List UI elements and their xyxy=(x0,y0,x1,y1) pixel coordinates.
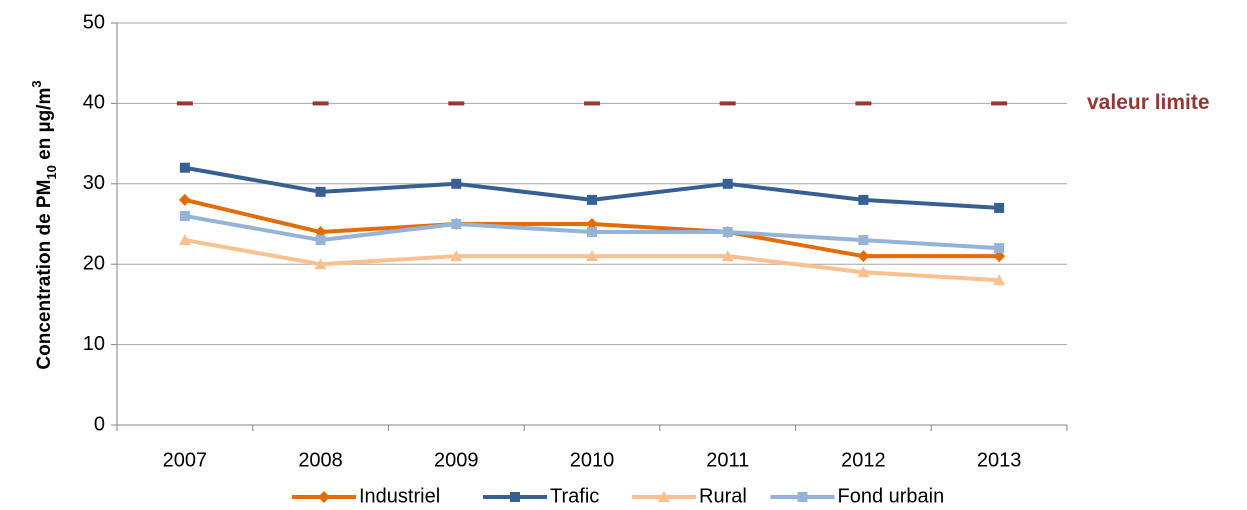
data-point xyxy=(314,258,327,270)
data-point xyxy=(858,235,869,246)
y-tick-label: 50 xyxy=(83,11,105,33)
data-point xyxy=(176,101,193,106)
y-tick-label: 10 xyxy=(83,333,105,355)
data-point xyxy=(314,226,327,239)
legend-label: Fond urbain xyxy=(838,485,945,507)
x-tick-label: 2013 xyxy=(977,449,1022,471)
data-point xyxy=(451,219,462,229)
data-point xyxy=(312,101,329,106)
legend-marker xyxy=(797,492,808,502)
y-tick-label: 20 xyxy=(83,252,105,274)
y-tick-label: 30 xyxy=(83,172,105,194)
legend-label: Industriel xyxy=(359,485,440,507)
data-point xyxy=(584,101,600,106)
legend-label: Trafic xyxy=(550,485,599,507)
data-point xyxy=(448,101,465,106)
data-point xyxy=(993,274,1006,286)
data-point xyxy=(857,250,870,263)
data-point xyxy=(586,250,598,262)
data-point xyxy=(858,194,869,205)
y-axis-label: Concentration de PM10 en µg/m3 xyxy=(29,80,59,369)
data-point xyxy=(586,218,598,230)
data-point xyxy=(722,227,733,238)
data-point xyxy=(315,186,326,197)
data-point xyxy=(993,250,1006,263)
legend-marker xyxy=(658,491,670,502)
data-point xyxy=(179,210,190,221)
data-point xyxy=(994,202,1005,213)
data-point xyxy=(178,234,191,246)
data-point xyxy=(991,101,1008,106)
data-point xyxy=(855,101,872,106)
data-point xyxy=(179,162,190,173)
data-point xyxy=(451,178,462,189)
data-point xyxy=(722,178,733,189)
y-label-sup: 3 xyxy=(29,80,44,87)
y-label-part: en µg/m xyxy=(34,88,55,165)
x-tick-label: 2010 xyxy=(570,449,615,471)
legend-marker xyxy=(510,492,520,502)
y-tick-label: 40 xyxy=(83,92,105,114)
x-tick-label: 2009 xyxy=(434,449,479,471)
data-point xyxy=(719,101,736,106)
data-point xyxy=(994,243,1005,254)
y-label-part: Concentration de PM xyxy=(34,180,55,370)
data-point xyxy=(721,250,734,262)
y-label-sub: 10 xyxy=(44,165,59,179)
x-tick-label: 2007 xyxy=(163,449,208,471)
data-point xyxy=(587,194,597,205)
data-point xyxy=(587,227,597,238)
data-point xyxy=(857,266,870,278)
legend-label: Rural xyxy=(699,485,747,507)
x-tick-label: 2011 xyxy=(706,449,749,471)
y-tick-label: 0 xyxy=(94,413,105,435)
data-point xyxy=(178,193,191,206)
series-label: valeur limite xyxy=(1087,91,1210,114)
legend-marker xyxy=(318,491,330,503)
data-point xyxy=(315,235,326,246)
data-point xyxy=(450,250,463,262)
x-tick-label: 2008 xyxy=(298,449,343,471)
x-tick-label: 2012 xyxy=(841,449,886,471)
